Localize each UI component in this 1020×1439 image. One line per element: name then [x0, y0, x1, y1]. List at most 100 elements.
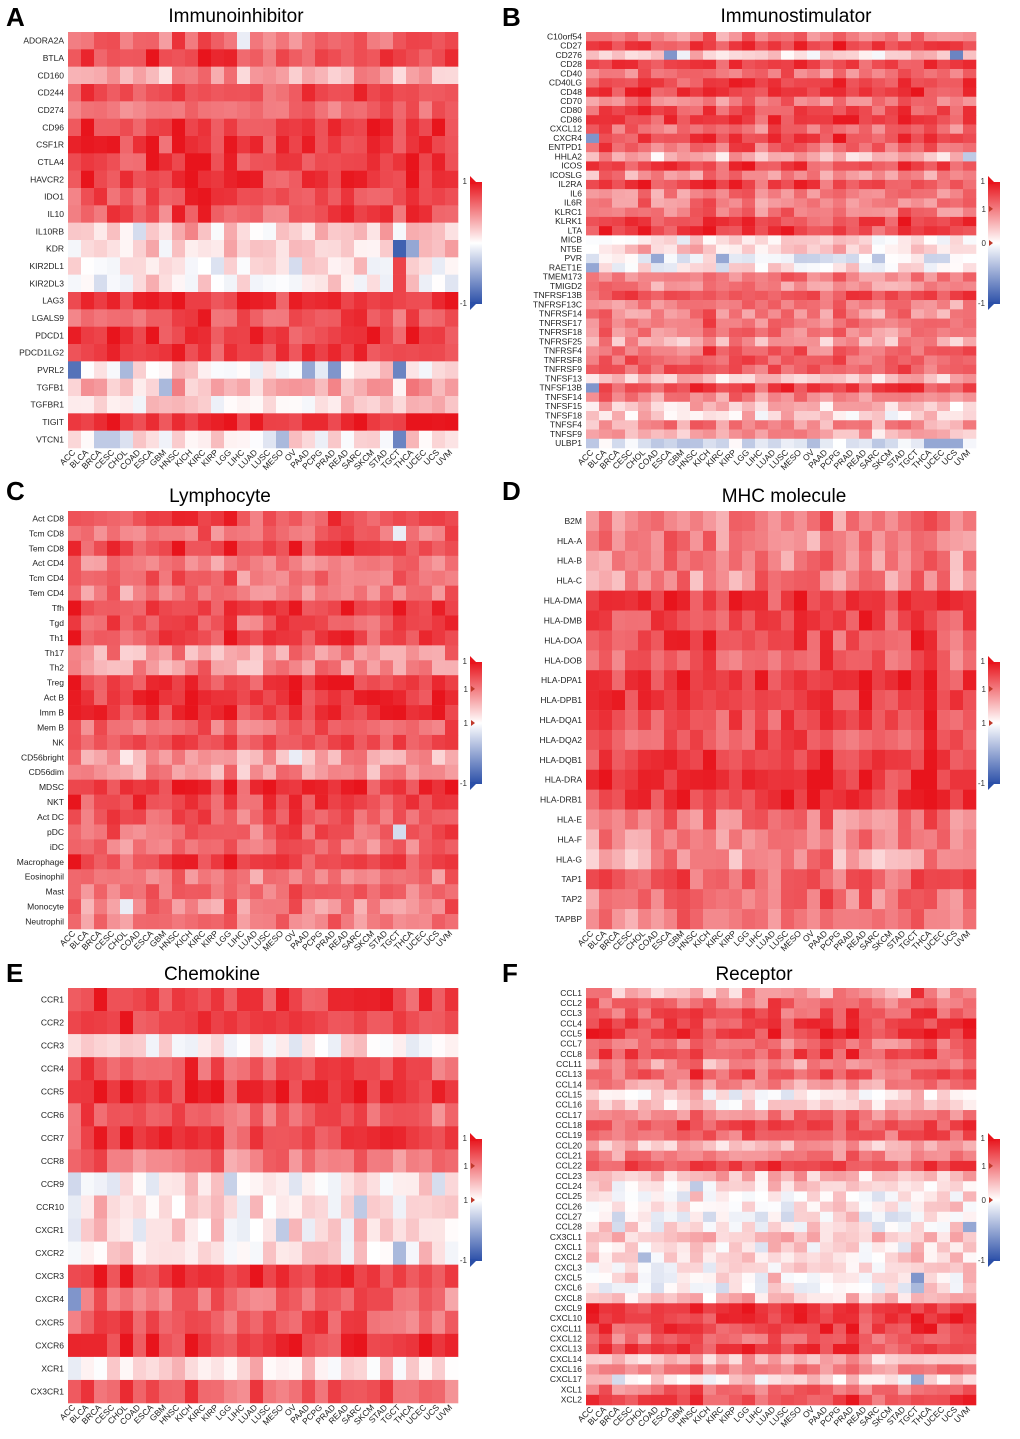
- heatmap-cell: [315, 615, 329, 631]
- heatmap-cell: [859, 355, 873, 366]
- heatmap-cell: [146, 749, 160, 766]
- heatmap-cell: [263, 1172, 277, 1196]
- heatmap-cell: [664, 729, 678, 751]
- heatmap-cell: [625, 189, 639, 199]
- heatmap-cell: [211, 675, 225, 691]
- heatmap-cell: [612, 253, 626, 264]
- heatmap-cell: [159, 430, 173, 449]
- heatmap-cell: [146, 705, 160, 721]
- heatmap-cell: [185, 884, 199, 900]
- row-label: Act CD4: [32, 558, 64, 568]
- legend-tick-label: 1: [464, 719, 469, 728]
- heatmap-cell: [354, 292, 368, 310]
- heatmap-cell: [742, 1028, 756, 1040]
- heatmap-cell: [664, 1018, 678, 1029]
- heatmap-cell: [742, 809, 756, 830]
- heatmap-cell: [612, 115, 626, 125]
- heatmap-cell: [250, 585, 264, 601]
- heatmap-cell: [250, 1034, 264, 1058]
- heatmap-cell: [380, 118, 394, 137]
- heatmap-cell: [859, 1059, 873, 1070]
- heatmap-cell: [859, 1028, 873, 1040]
- heatmap-cell: [289, 1218, 303, 1242]
- heatmap-cell: [380, 540, 394, 557]
- heatmap-cell: [302, 854, 316, 870]
- heatmap-cell: [224, 1379, 238, 1404]
- heatmap-cell: [419, 326, 433, 345]
- heatmap-cell: [198, 274, 212, 293]
- heatmap-cell: [833, 769, 847, 790]
- heatmap-cell: [911, 710, 925, 731]
- heatmap-cell: [393, 1333, 407, 1358]
- heatmap-cell: [354, 914, 368, 930]
- heatmap-cell: [211, 344, 225, 362]
- heatmap-cell: [638, 789, 652, 810]
- heatmap-cell: [937, 383, 951, 393]
- heatmap-cell: [185, 1287, 199, 1312]
- heatmap-cell: [807, 364, 821, 375]
- heatmap-cell: [690, 849, 704, 870]
- heatmap-cell: [911, 1130, 925, 1141]
- heatmap-cell: [81, 274, 95, 293]
- heatmap-cell: [612, 401, 626, 412]
- heatmap-cell: [445, 32, 459, 50]
- heatmap-cell: [380, 101, 394, 119]
- heatmap-cell: [302, 118, 316, 137]
- heatmap-cell: [68, 1149, 82, 1173]
- row-label: CCR2: [41, 1018, 64, 1028]
- heatmap-cell: [677, 374, 691, 384]
- heatmap-cell: [224, 630, 238, 646]
- heatmap-cell: [924, 650, 938, 671]
- heatmap-cell: [846, 420, 860, 430]
- heatmap-cell: [328, 274, 342, 293]
- heatmap-cell: [133, 794, 147, 810]
- heatmap-cell: [380, 430, 394, 449]
- heatmap-cell: [198, 1011, 212, 1035]
- heatmap-cell: [911, 630, 925, 651]
- heatmap-cell: [432, 734, 446, 751]
- heatmap-cell: [742, 749, 756, 771]
- heatmap-cell: [133, 66, 147, 85]
- heatmap-cell: [354, 1126, 368, 1150]
- heatmap-cell: [807, 909, 821, 930]
- heatmap-cell: [898, 869, 912, 890]
- heatmap-cell: [406, 32, 420, 50]
- row-label: CCR6: [41, 1110, 64, 1120]
- heatmap-cell: [185, 809, 199, 825]
- row-label: HLA-B: [557, 556, 582, 566]
- heatmap-cell: [859, 327, 873, 338]
- heatmap-cell: [107, 555, 121, 572]
- heatmap-cell: [638, 383, 652, 393]
- heatmap-cell: [81, 720, 95, 736]
- heatmap-cell: [833, 50, 847, 61]
- heatmap-cell: [185, 1195, 199, 1219]
- heatmap-cell: [846, 1110, 860, 1121]
- heatmap-cell: [419, 118, 433, 137]
- heatmap-cell: [107, 66, 121, 85]
- panel-title: Immunoinhibitor: [168, 6, 304, 27]
- heatmap-cell: [146, 49, 160, 67]
- heatmap-cell: [211, 839, 225, 855]
- heatmap-cell: [911, 290, 925, 301]
- heatmap-cell: [911, 1120, 925, 1131]
- heatmap-cell: [820, 630, 834, 651]
- heatmap-cell: [586, 96, 600, 107]
- heatmap-cell: [120, 292, 134, 310]
- heatmap-cell: [586, 1150, 600, 1162]
- heatmap-cell: [703, 96, 717, 107]
- heatmap-cell: [664, 281, 678, 292]
- heatmap-cell: [898, 411, 912, 421]
- heatmap-cell: [599, 710, 613, 731]
- heatmap-cell: [380, 869, 394, 885]
- heatmap-cell: [432, 555, 446, 572]
- heatmap-cell: [716, 1160, 730, 1172]
- heatmap-cell: [302, 511, 316, 527]
- heatmap-cell: [328, 1034, 342, 1058]
- heatmap-cell: [159, 615, 173, 631]
- heatmap-cell: [872, 216, 886, 227]
- heatmap-cell: [367, 1103, 381, 1127]
- heatmap-cell: [328, 1080, 342, 1104]
- heatmap-cell: [146, 326, 160, 345]
- heatmap-cell: [664, 869, 678, 890]
- heatmap-cell: [846, 909, 860, 930]
